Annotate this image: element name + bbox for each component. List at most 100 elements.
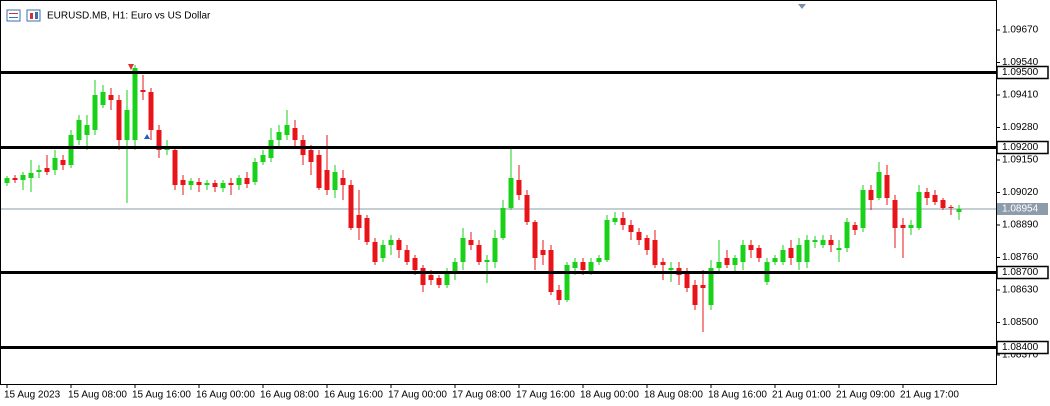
level-label: 1.08400: [1002, 342, 1039, 353]
candle-body: [28, 173, 34, 178]
candle-body: [724, 258, 730, 265]
candle-body: [756, 248, 762, 258]
candle-body: [228, 183, 234, 185]
candle-body: [868, 190, 874, 200]
candle-body: [452, 262, 458, 272]
candle-body: [132, 68, 138, 140]
candle-body: [828, 240, 834, 245]
candle-body: [516, 180, 522, 195]
y-tick-label: 1.09150: [1002, 155, 1039, 166]
candle-body: [372, 242, 378, 262]
candle-body: [852, 225, 858, 230]
x-tick-label: 15 Aug 08:00: [68, 390, 127, 401]
candle-body: [244, 178, 250, 184]
y-tick-label: 1.09670: [1002, 25, 1039, 36]
candle-body: [844, 222, 850, 248]
x-tick-label: 16 Aug 16:00: [324, 390, 383, 401]
candle-body: [236, 178, 242, 185]
y-tick-label: 1.09410: [1002, 90, 1039, 101]
icon-bar: [30, 13, 33, 19]
candle-body: [420, 268, 426, 285]
candle-body: [716, 262, 722, 268]
candle-body: [900, 225, 906, 228]
candle-body: [196, 182, 202, 185]
y-tick-label: 1.08370: [1002, 350, 1039, 361]
candle-body: [412, 258, 418, 270]
candle-body: [476, 245, 482, 262]
trade-arrow: [144, 134, 150, 139]
candle-body: [932, 195, 938, 202]
y-tick-label: 1.08890: [1002, 220, 1039, 231]
candle-body: [76, 120, 82, 140]
x-tick-label: 15 Aug 2023: [4, 390, 61, 401]
y-tick-label: 1.09540: [1002, 57, 1039, 68]
candle-body: [604, 220, 610, 260]
candle-body: [68, 135, 74, 165]
candle-body: [644, 238, 650, 250]
level-label-box: [996, 265, 1049, 280]
icon-chart[interactable]: [26, 9, 41, 22]
candle-body: [92, 95, 98, 130]
x-tick-label: 16 Aug 00:00: [196, 390, 255, 401]
candle-body: [364, 218, 370, 242]
candle-body: [692, 285, 698, 305]
candle-body: [460, 238, 466, 262]
candle-body: [924, 192, 930, 198]
candle-body: [836, 248, 842, 250]
candle-body: [820, 240, 826, 245]
level-label: 1.08700: [1002, 267, 1039, 278]
candle-body: [732, 258, 738, 265]
candle-body: [396, 240, 402, 250]
candle-body: [276, 132, 282, 140]
candle-body: [508, 178, 514, 208]
candle-body: [356, 215, 362, 228]
candle-body: [804, 240, 810, 262]
candle-body: [284, 125, 290, 135]
candle-body: [748, 245, 754, 250]
candle-body: [948, 207, 954, 208]
candle-body: [444, 272, 450, 285]
x-tick-label: 18 Aug 08:00: [644, 390, 703, 401]
candle-body: [788, 248, 794, 258]
candle-body: [252, 162, 258, 182]
candle-body: [4, 178, 10, 183]
level-label-box: [996, 340, 1049, 355]
candle-body: [332, 172, 338, 190]
candle-body: [564, 265, 570, 300]
current-price-box: [997, 203, 1048, 215]
candle-body: [180, 180, 186, 185]
candle-body: [140, 90, 146, 92]
candle-body: [596, 258, 602, 262]
candle-body: [380, 245, 386, 258]
candle-body: [124, 110, 130, 140]
candle-body: [316, 155, 322, 188]
icon-list[interactable]: [6, 9, 21, 22]
x-tick-label: 21 Aug 17:00: [900, 390, 959, 401]
candle-body: [660, 262, 666, 265]
candle-body: [812, 240, 818, 242]
candle-body: [908, 225, 914, 228]
trade-arrow: [128, 64, 134, 70]
candle-body: [220, 183, 226, 188]
shift-marker[interactable]: [798, 4, 806, 9]
candle-body: [780, 250, 786, 262]
candle-body: [572, 262, 578, 268]
x-tick-label: 15 Aug 16:00: [132, 390, 191, 401]
x-tick-label: 17 Aug 08:00: [452, 390, 511, 401]
candle-body: [628, 225, 634, 232]
candle-body: [108, 95, 114, 100]
level-label-box: [996, 65, 1049, 80]
candle-body: [668, 268, 674, 270]
candle-body: [652, 240, 658, 265]
candle-body: [260, 155, 266, 162]
candle-body: [796, 245, 802, 262]
candle-body: [388, 240, 394, 245]
candle-body: [308, 150, 314, 162]
level-label: 1.09500: [1002, 67, 1039, 78]
y-tick-label: 1.08500: [1002, 317, 1039, 328]
candle-body: [684, 272, 690, 288]
y-tick-label: 1.08630: [1002, 285, 1039, 296]
candle-body: [36, 170, 42, 172]
